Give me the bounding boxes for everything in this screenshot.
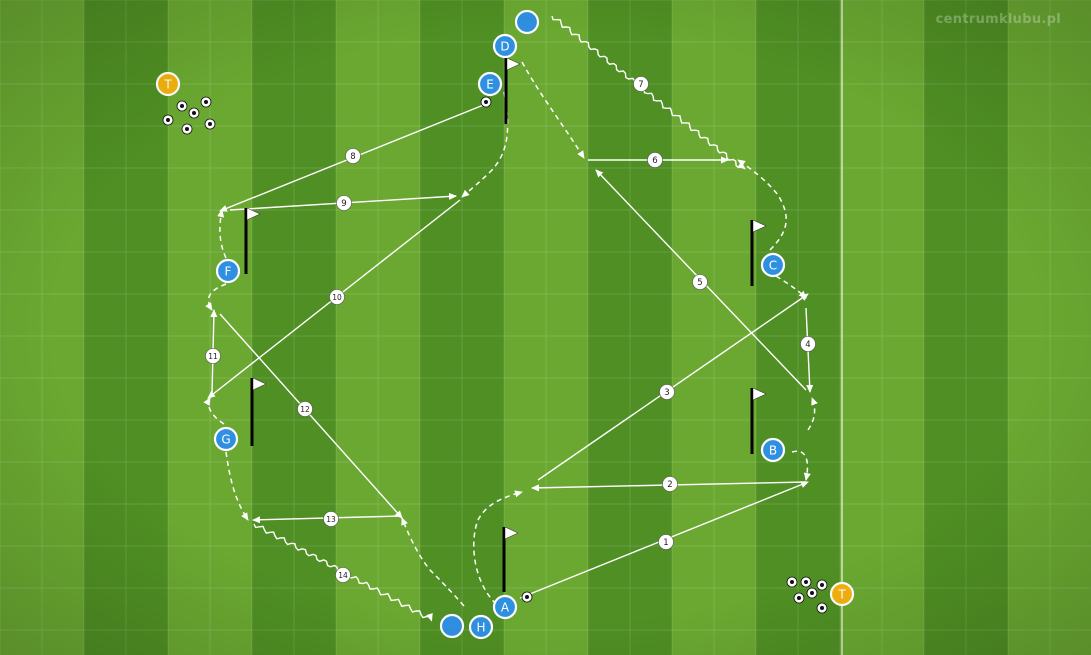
pass-number: 2 bbox=[667, 480, 672, 490]
ball-icon bbox=[181, 123, 193, 135]
player-label: E bbox=[486, 78, 494, 92]
ball-icon bbox=[521, 591, 533, 603]
ball-icon bbox=[816, 602, 828, 614]
ball-icon bbox=[188, 107, 200, 119]
player-a: A bbox=[492, 594, 518, 620]
ball-icon bbox=[800, 576, 812, 588]
pass-number: 5 bbox=[697, 278, 702, 288]
player-label: H bbox=[476, 621, 485, 635]
pass-number: 7 bbox=[638, 80, 643, 90]
pass-number: 11 bbox=[208, 352, 218, 361]
ball-icon bbox=[786, 576, 798, 588]
player-label: F bbox=[225, 265, 232, 279]
player-c: C bbox=[760, 252, 786, 278]
player-label: D bbox=[500, 40, 509, 54]
pass-number: 1 bbox=[663, 538, 668, 548]
pass-number: 6 bbox=[652, 156, 657, 166]
pass-number: 9 bbox=[341, 199, 346, 209]
pass-number: 3 bbox=[664, 388, 669, 398]
ball-icon bbox=[793, 592, 805, 604]
coach-marker: T bbox=[155, 71, 181, 97]
player-e: E bbox=[477, 71, 503, 97]
player-unlabeled bbox=[439, 613, 465, 639]
pass-number: 4 bbox=[805, 340, 810, 350]
ball-icon bbox=[806, 587, 818, 599]
pass-number: 12 bbox=[300, 405, 310, 414]
player-label: A bbox=[501, 601, 510, 615]
player-b: B bbox=[760, 437, 786, 463]
ball-icon bbox=[480, 96, 492, 108]
pass-number: 10 bbox=[332, 293, 342, 302]
player-g: G bbox=[213, 426, 239, 452]
coach-marker: T bbox=[829, 581, 855, 607]
player-d: D bbox=[492, 33, 518, 59]
player-f: F bbox=[215, 258, 241, 284]
ball-icon bbox=[816, 579, 828, 591]
ball-icon bbox=[204, 118, 216, 130]
player-label: C bbox=[769, 259, 777, 273]
pass-number: 8 bbox=[350, 152, 355, 162]
player-label: G bbox=[221, 433, 230, 447]
pass-number: 13 bbox=[326, 515, 336, 524]
player-label: T bbox=[837, 588, 846, 602]
ball-icon bbox=[200, 96, 212, 108]
player-unlabeled bbox=[514, 9, 540, 35]
pass-number: 14 bbox=[338, 571, 348, 580]
watermark: centrumklubu.pl bbox=[935, 12, 1061, 27]
player-label: T bbox=[163, 78, 172, 92]
ball-icon bbox=[162, 114, 174, 126]
player-label: B bbox=[769, 444, 777, 458]
player-h: H bbox=[468, 614, 494, 640]
ball-icon bbox=[176, 100, 188, 112]
